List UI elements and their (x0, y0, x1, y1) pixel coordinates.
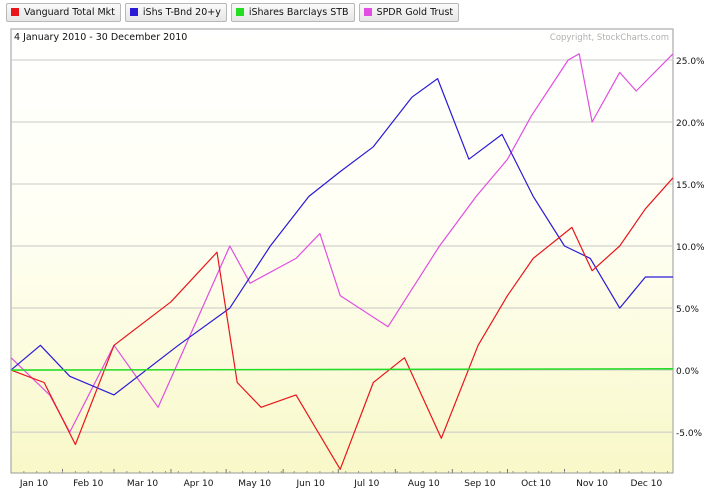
plot-area (10, 28, 674, 474)
x-tick-label: May 10 (238, 479, 271, 489)
y-tick-label: 15.0% (676, 181, 705, 191)
y-tick-label: 20.0% (676, 119, 705, 129)
legend-item-gold[interactable]: SPDR Gold Trust (358, 2, 460, 22)
legend-item-vanguard[interactable]: Vanguard Total Mkt (6, 2, 121, 22)
legend: Vanguard Total Mkt iShs T-Bnd 20+y iShar… (0, 0, 720, 24)
y-tick-label: 25.0% (676, 57, 705, 67)
legend-swatch-vanguard (11, 8, 19, 16)
x-tick-label: Nov 10 (576, 479, 608, 489)
x-tick-label: Sep 10 (464, 479, 496, 489)
legend-label: iShares Barclays STB (248, 6, 349, 18)
legend-swatch-gold (363, 8, 372, 16)
x-tick-label: Jun 10 (296, 479, 326, 489)
legend-item-stb[interactable]: iShares Barclays STB (230, 2, 355, 22)
series-line-0 (10, 177, 674, 470)
x-tick-label: Mar 10 (127, 479, 159, 489)
legend-swatch-tbond (129, 8, 138, 16)
series-line-3 (10, 53, 674, 433)
y-tick-label: 5.0% (676, 305, 699, 315)
x-tick-label: Oct 10 (521, 479, 551, 489)
x-tick-label: Jan 10 (19, 479, 48, 489)
x-tick-label: Aug 10 (408, 479, 440, 489)
copyright-label: Copyright, StockCharts.com (550, 33, 669, 43)
legend-label: iShs T-Bnd 20+y (142, 6, 221, 18)
y-tick-label: 0.0% (676, 367, 699, 377)
legend-item-tbond[interactable]: iShs T-Bnd 20+y (124, 2, 227, 22)
x-tick-label: Dec 10 (630, 479, 662, 489)
legend-label: SPDR Gold Trust (376, 6, 454, 18)
x-tick-label: Feb 10 (73, 479, 104, 489)
y-tick-label: 10.0% (676, 243, 705, 253)
y-tick-label: -5.0% (676, 429, 703, 439)
legend-label: Vanguard Total Mkt (24, 6, 115, 18)
x-tick-label: Apr 10 (184, 479, 214, 489)
series-line-2 (10, 367, 674, 371)
legend-swatch-stb (235, 8, 244, 16)
date-range-label: 4 January 2010 - 30 December 2010 (14, 32, 187, 43)
x-tick-label: Jul 10 (353, 479, 379, 489)
